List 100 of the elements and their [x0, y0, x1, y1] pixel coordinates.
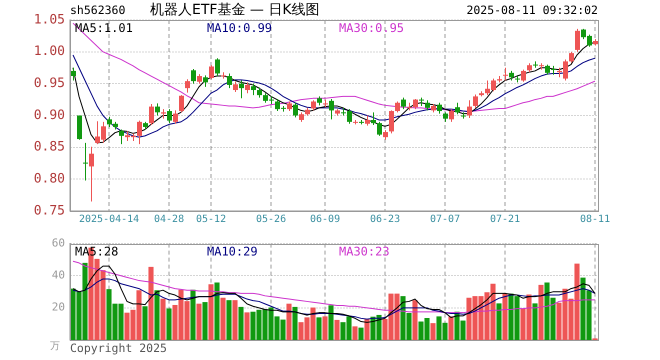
text: MA10:0.99: [207, 21, 272, 36]
y-tick-label: 40: [52, 268, 65, 282]
candlestick: [443, 112, 448, 122]
candlestick: [299, 112, 304, 122]
candlestick: [449, 108, 454, 122]
x-tick-label: 05-12: [196, 214, 226, 225]
bar: [364, 318, 370, 340]
y-tick-label: 20: [52, 300, 65, 314]
candlestick: [167, 108, 172, 124]
candlestick: [257, 86, 262, 98]
x-tick-label: 04-28: [154, 214, 184, 225]
candlestick: [329, 98, 334, 120]
bar: [220, 298, 226, 340]
candlestick: [191, 68, 196, 84]
candlestick: [71, 67, 76, 81]
text: 2025-08-11 09:32:02: [466, 3, 598, 17]
candlestick: [185, 78, 190, 94]
x-tick-label: 07-07: [430, 214, 460, 225]
y-tick-label: 0.95: [34, 76, 65, 92]
text: Copyright 2025: [70, 341, 167, 355]
candlestick: [389, 110, 394, 134]
bar: [412, 300, 418, 340]
candlestick: [425, 100, 430, 111]
text: MA30:0.95: [339, 21, 404, 36]
candlestick: [311, 100, 316, 111]
candlestick: [215, 58, 220, 77]
bar: [430, 323, 436, 340]
y-tick-label: 1.05: [34, 12, 65, 28]
candlestick: [83, 142, 88, 181]
candlestick: [77, 115, 82, 140]
candlestick: [227, 72, 232, 89]
candlestick: [503, 67, 508, 81]
candlestick: [377, 121, 382, 136]
x-tick-label: 06-09: [310, 214, 340, 225]
bar: [226, 300, 232, 340]
bar: [502, 294, 508, 340]
bar: [358, 328, 364, 340]
candlestick: [419, 97, 424, 106]
y-tick-label: 0.75: [34, 203, 65, 218]
candlestick: [371, 112, 376, 126]
bar: [148, 266, 154, 340]
candlestick: [575, 28, 580, 52]
bar: [190, 290, 196, 340]
bar: [202, 302, 208, 340]
candlestick: [209, 64, 214, 80]
candlestick: [239, 80, 244, 99]
bar: [334, 320, 340, 340]
bar: [166, 308, 172, 340]
x-tick-label: 05-26: [256, 214, 286, 225]
bar: [208, 284, 214, 340]
bar: [238, 306, 244, 340]
candlestick: [251, 83, 256, 96]
candlestick: [383, 130, 388, 140]
candlestick: [509, 70, 514, 81]
text: MA30:23: [339, 244, 390, 259]
bar: [160, 298, 166, 340]
candlestick: [401, 97, 406, 110]
bar: [286, 304, 292, 340]
y-tick-label: 60: [52, 236, 65, 250]
bar: [232, 300, 238, 340]
bar: [328, 305, 334, 340]
bar: [214, 282, 220, 340]
candlestick: [197, 74, 202, 84]
y-tick-label: 0.90: [34, 108, 65, 123]
candlestick: [395, 100, 400, 113]
candlestick: [245, 82, 250, 94]
bar: [352, 326, 358, 340]
bar: [322, 316, 328, 340]
x-tick-label: 2025-04-14: [79, 214, 140, 225]
candlestick: [467, 100, 472, 119]
bar: [142, 306, 148, 340]
y-axis-title: 万: [50, 340, 60, 353]
candlestick: [413, 98, 418, 110]
y-tick-label: 0.85: [34, 140, 65, 155]
candlestick: [455, 102, 460, 115]
bar: [448, 316, 454, 340]
candlestick: [173, 110, 178, 124]
y-tick-label: 1.00: [34, 44, 65, 60]
candlestick: [155, 102, 160, 116]
candlestick: [569, 51, 574, 64]
candlestick: [437, 102, 442, 114]
candlestick: [119, 129, 124, 145]
candlestick: [179, 94, 184, 113]
candlestick: [521, 69, 526, 82]
bar: [154, 290, 160, 340]
x-tick-label: 07-21: [490, 214, 520, 225]
chart-title: 机器人ETF基金 — 日K线图: [150, 1, 320, 19]
candlestick: [233, 81, 238, 92]
bar: [496, 303, 502, 340]
candlestick: [293, 102, 298, 118]
bar: [196, 304, 202, 340]
candlestick: [137, 120, 142, 145]
bar: [292, 306, 298, 340]
candlestick: [473, 94, 478, 108]
y-tick-label: 0.80: [34, 172, 65, 187]
bar: [316, 317, 322, 340]
candlestick: [287, 100, 292, 112]
bar: [532, 303, 538, 340]
text: sh562360: [70, 3, 126, 17]
candlestick: [203, 74, 208, 88]
